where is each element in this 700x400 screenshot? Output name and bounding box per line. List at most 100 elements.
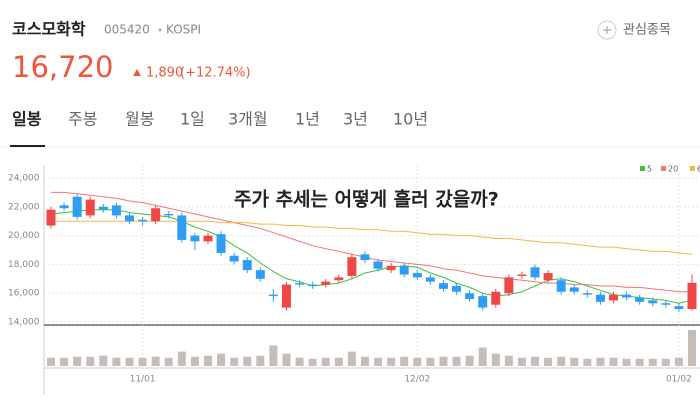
volume-bar: [308, 358, 317, 366]
tab-underline: [10, 145, 45, 147]
ma-line: [50, 209, 693, 304]
volume-bar: [452, 356, 461, 366]
candle-body: [452, 286, 462, 292]
tab[interactable]: 1년: [295, 110, 320, 129]
candle-body: [190, 235, 200, 242]
volume-bar: [360, 356, 369, 366]
volume-bar: [269, 345, 278, 366]
volume-bar: [465, 355, 474, 366]
candle-body: [399, 265, 409, 275]
candle-body: [281, 284, 291, 308]
volume-bar: [282, 353, 291, 366]
legend-label: 60: [697, 165, 700, 174]
candle-body: [72, 196, 82, 217]
volume-bar: [478, 347, 487, 366]
candle-body: [543, 273, 553, 281]
candle-body: [569, 287, 579, 292]
tab[interactable]: 주봉: [68, 110, 97, 129]
volume-bar: [190, 356, 199, 366]
candle-body: [491, 291, 501, 305]
overlay-title: 주가 추세는 어떻게 흘러 갔을까?: [234, 188, 499, 211]
volume-bar: [243, 356, 252, 366]
y-tick-label: 14,000: [8, 318, 40, 328]
candle-body: [648, 300, 658, 304]
volume-bar: [177, 351, 186, 366]
stock-name: 코스모화학: [12, 20, 86, 39]
volume-bar: [321, 357, 330, 366]
watch-button[interactable]: 관심종목: [597, 20, 671, 40]
tab[interactable]: 3개월: [228, 110, 268, 129]
volume-bar: [426, 357, 435, 366]
price: 16,720: [12, 50, 113, 84]
y-tick-label: 18,000: [8, 260, 40, 270]
candle-body: [242, 260, 252, 271]
volume-bar: [86, 356, 95, 366]
volume-bar: [347, 351, 356, 366]
volume-bar: [596, 357, 605, 366]
plus-icon: [597, 20, 617, 40]
tab[interactable]: 3년: [343, 110, 368, 129]
volume-bar: [674, 357, 683, 366]
candle-body: [373, 261, 383, 269]
candle-body: [425, 277, 435, 282]
candle-body: [609, 294, 619, 301]
candle-body: [635, 297, 645, 302]
candle-body: [661, 303, 671, 305]
volume-bar: [491, 353, 500, 366]
legend-swatch: [640, 166, 645, 171]
candle-body: [216, 234, 226, 253]
volume-bar: [570, 357, 579, 366]
candle-body: [59, 205, 69, 209]
candle-body: [478, 296, 488, 308]
volume-bar: [517, 357, 526, 366]
candle-body: [595, 294, 605, 302]
up-arrow: [133, 69, 141, 76]
volume-bar: [609, 357, 618, 366]
candle-body: [556, 280, 566, 292]
volume-bar: [47, 357, 55, 366]
volume-bar: [635, 358, 644, 366]
candle-body: [111, 205, 121, 216]
volume-bar: [256, 355, 265, 366]
volume-bar: [400, 356, 409, 366]
tab[interactable]: 10년: [393, 110, 428, 129]
watch-label: 관심종목: [623, 23, 671, 38]
candle-body: [229, 255, 239, 262]
candle-body: [347, 257, 357, 276]
candle-body: [582, 293, 592, 295]
legend-swatch: [661, 166, 666, 171]
candle-body: [177, 215, 187, 240]
volume-bar: [295, 357, 304, 366]
x-tick-label: 12/02: [404, 375, 430, 385]
candle-body: [334, 277, 344, 281]
volume-bar: [112, 357, 121, 366]
candle-body: [85, 199, 95, 216]
candle-body: [386, 265, 396, 271]
volume-bar: [138, 357, 147, 366]
volume-bar: [164, 357, 173, 366]
candle-body: [295, 283, 305, 285]
candle-body: [164, 214, 174, 216]
candle-body: [465, 293, 475, 299]
volume-bar: [583, 358, 592, 366]
y-tick-label: 22,000: [8, 202, 40, 212]
candle-body: [360, 254, 370, 261]
candle-body: [138, 219, 148, 222]
tab[interactable]: 1일: [180, 110, 205, 129]
tab[interactable]: 일봉: [12, 110, 42, 129]
candle-body: [308, 284, 318, 286]
volume-bar: [622, 358, 631, 366]
x-tick-label: 01/02: [666, 375, 692, 385]
candle-body: [530, 267, 540, 278]
market: KOSPI: [166, 23, 201, 37]
volume-bar: [230, 357, 239, 366]
candle-body: [438, 283, 448, 289]
candle-body: [517, 274, 527, 276]
tab[interactable]: 월봉: [125, 110, 154, 129]
volume-bar: [217, 353, 226, 366]
volume-bar: [99, 355, 108, 366]
y-tick-label: 16,000: [8, 289, 40, 299]
volume-bar: [125, 357, 134, 366]
candle-body: [268, 294, 278, 297]
